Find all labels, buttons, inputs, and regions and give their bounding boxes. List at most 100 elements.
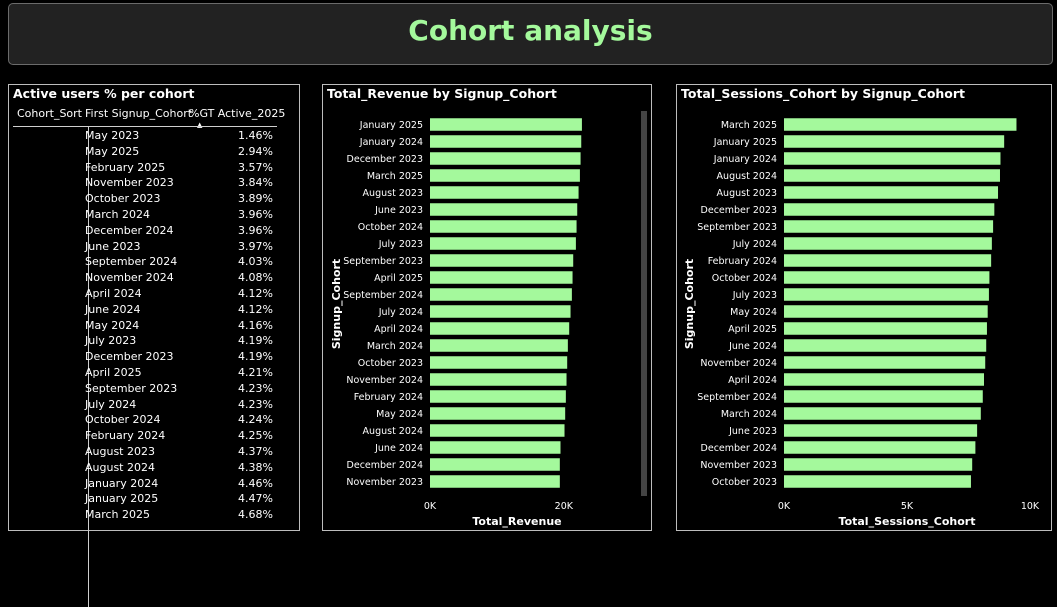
bar [430, 254, 574, 267]
cohort-cell: January 2025 [85, 492, 159, 506]
table-row[interactable]: August 2023 4.37% [9, 445, 299, 461]
revenue-chart-scrollbar[interactable] [641, 111, 647, 496]
bar [430, 152, 581, 165]
table-row[interactable]: May 2025 2.94% [9, 145, 299, 161]
table-row[interactable]: September 2023 4.23% [9, 382, 299, 398]
category-label: April 2025 [728, 324, 777, 335]
bar [784, 271, 990, 284]
y-axis-label: Signup_Cohort [683, 259, 696, 349]
cohort-cell: June 2023 [85, 239, 141, 253]
table-row[interactable]: July 2023 4.19% [9, 334, 299, 350]
cohort-cell: May 2025 [85, 144, 140, 158]
bar [430, 186, 579, 199]
x-tick-label: 10K [1021, 501, 1040, 512]
bar [430, 356, 568, 369]
bar [784, 373, 984, 386]
table-row[interactable]: February 2024 4.25% [9, 429, 299, 445]
active-pct-cell: 4.19% [238, 334, 273, 348]
active-pct-cell: 3.96% [238, 223, 273, 237]
active-pct-cell: 4.46% [238, 476, 273, 490]
column-header-gt-active-2025[interactable]: %GT Active_2025 [189, 107, 286, 120]
column-header-cohort-sort[interactable]: Cohort_Sort [17, 107, 82, 120]
cohort-cell: August 2024 [85, 460, 155, 474]
table-row[interactable]: August 2024 4.38% [9, 461, 299, 477]
bar [430, 407, 566, 420]
bar [784, 305, 988, 318]
category-label: October 2023 [358, 358, 423, 369]
table-row[interactable]: February 2025 3.57% [9, 161, 299, 177]
bar [784, 322, 987, 335]
active-pct-cell: 4.47% [238, 492, 273, 506]
category-label: April 2024 [374, 324, 423, 335]
category-label: October 2024 [358, 222, 423, 233]
table-row[interactable]: December 2023 4.19% [9, 350, 299, 366]
bar [784, 288, 989, 301]
bar [430, 135, 582, 148]
cohort-cell: October 2024 [85, 413, 161, 427]
sort-ascending-icon[interactable]: ▲ [197, 121, 203, 129]
table-row[interactable]: December 2024 3.96% [9, 224, 299, 240]
category-label: October 2023 [712, 477, 777, 488]
header-divider [13, 126, 277, 127]
category-label: September 2023 [343, 256, 423, 267]
table-row[interactable]: April 2024 4.12% [9, 287, 299, 303]
table-row[interactable]: November 2024 4.08% [9, 271, 299, 287]
active-pct-cell: 4.23% [238, 381, 273, 395]
category-label: July 2023 [732, 290, 777, 301]
table-row[interactable]: January 2025 4.47% [9, 492, 299, 508]
bar [430, 424, 565, 437]
table-row[interactable]: April 2025 4.21% [9, 366, 299, 382]
x-tick-label: 20K [555, 501, 574, 512]
category-label: May 2024 [376, 409, 423, 420]
category-label: July 2023 [378, 239, 423, 250]
category-label: September 2024 [697, 392, 777, 403]
table-row[interactable]: September 2024 4.03% [9, 255, 299, 271]
active-pct-cell: 4.21% [238, 366, 273, 379]
table-row[interactable]: November 2023 3.84% [9, 176, 299, 192]
cohort-cell: December 2023 [85, 350, 174, 364]
table-row[interactable]: January 2024 4.46% [9, 477, 299, 493]
bar [784, 186, 999, 199]
x-tick-label: 0K [778, 501, 791, 512]
bar [784, 203, 995, 216]
bar [784, 254, 992, 267]
bar [430, 169, 580, 182]
table-row[interactable]: May 2024 4.16% [9, 319, 299, 335]
column-header-first-signup-cohort[interactable]: First Signup_Cohort [85, 107, 193, 120]
bar [784, 390, 983, 403]
bar [430, 203, 578, 216]
active-pct-cell: 3.57% [238, 160, 273, 174]
bar [784, 407, 981, 420]
cohort-cell: July 2024 [85, 397, 137, 411]
bar [784, 118, 1017, 131]
table-row[interactable]: March 2024 3.96% [9, 208, 299, 224]
category-label: November 2023 [346, 477, 423, 488]
category-label: March 2024 [367, 341, 423, 352]
bar [430, 288, 572, 301]
table-row[interactable]: June 2023 3.97% [9, 240, 299, 256]
category-label: September 2023 [697, 222, 777, 233]
category-label: April 2025 [374, 273, 423, 284]
table-row[interactable]: May 2023 1.46% [9, 129, 299, 145]
active-pct-cell: 4.68% [238, 508, 273, 522]
active-pct-cell: 4.19% [238, 350, 273, 364]
table-row[interactable]: June 2024 4.12% [9, 303, 299, 319]
category-label: January 2025 [713, 137, 777, 148]
table-row[interactable]: October 2023 3.89% [9, 192, 299, 208]
cohort-cell: May 2023 [85, 129, 140, 142]
table-row[interactable]: March 2025 4.68% [9, 508, 299, 524]
active-pct-cell: 4.03% [238, 255, 273, 269]
category-label: December 2023 [701, 205, 777, 216]
cohort-cell: December 2024 [85, 223, 174, 237]
category-label: August 2024 [717, 171, 777, 182]
cohort-cell: September 2023 [85, 381, 178, 395]
active-pct-cell: 4.24% [238, 413, 273, 427]
bar [430, 305, 571, 318]
category-label: June 2023 [374, 205, 423, 216]
x-tick-label: 5K [901, 501, 914, 512]
table-row[interactable]: October 2024 4.24% [9, 413, 299, 429]
table-row[interactable]: July 2024 4.23% [9, 398, 299, 414]
category-label: April 2024 [728, 375, 777, 386]
y-axis-label: Signup_Cohort [330, 259, 343, 349]
category-label: January 2025 [359, 120, 423, 131]
